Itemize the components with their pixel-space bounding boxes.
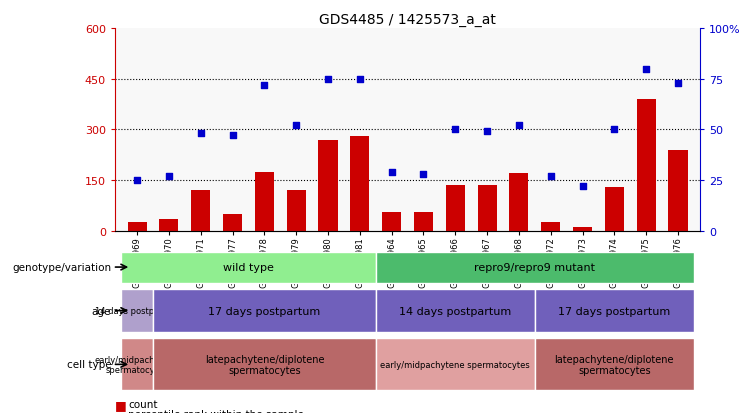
Bar: [191, 191, 210, 231]
Point: [259, 82, 270, 89]
Bar: [350, 137, 369, 231]
Text: count: count: [128, 399, 158, 408]
Bar: [446, 186, 465, 231]
Bar: [255, 172, 274, 231]
Bar: [287, 191, 306, 231]
Text: 14 days postpartum: 14 days postpartum: [95, 306, 179, 315]
Point: [195, 131, 207, 138]
Text: age: age: [92, 306, 111, 316]
Bar: [159, 219, 179, 231]
Title: GDS4485 / 1425573_a_at: GDS4485 / 1425573_a_at: [319, 12, 496, 26]
Bar: [223, 214, 242, 231]
Bar: [414, 213, 433, 231]
Text: ■: ■: [115, 409, 127, 413]
Bar: [668, 150, 688, 231]
Text: wild type: wild type: [223, 262, 274, 273]
Text: latepachytene/diplotene
spermatocytes: latepachytene/diplotene spermatocytes: [554, 354, 674, 375]
Point: [354, 76, 366, 83]
Point: [640, 66, 652, 73]
Point: [672, 80, 684, 87]
Point: [545, 173, 556, 180]
Text: ■: ■: [115, 399, 127, 411]
Point: [417, 171, 429, 178]
Bar: [541, 223, 560, 231]
Point: [131, 177, 143, 184]
Bar: [573, 228, 592, 231]
Text: 17 days postpartum: 17 days postpartum: [558, 306, 671, 316]
Text: repro9/repro9 mutant: repro9/repro9 mutant: [474, 262, 595, 273]
Point: [163, 173, 175, 180]
Bar: [319, 140, 338, 231]
Text: cell type: cell type: [67, 359, 111, 370]
Bar: [477, 186, 496, 231]
Point: [227, 133, 239, 140]
Text: early/midpachytene
spermatocytes: early/midpachytene spermatocytes: [95, 355, 179, 374]
Bar: [637, 100, 656, 231]
Text: 14 days postpartum: 14 days postpartum: [399, 306, 511, 316]
Text: percentile rank within the sample: percentile rank within the sample: [128, 409, 304, 413]
Bar: [382, 213, 401, 231]
Point: [386, 169, 398, 176]
Text: 17 days postpartum: 17 days postpartum: [208, 306, 321, 316]
Bar: [127, 223, 147, 231]
Point: [576, 183, 588, 190]
Point: [449, 127, 461, 133]
Text: latepachytene/diplotene
spermatocytes: latepachytene/diplotene spermatocytes: [205, 354, 324, 375]
Bar: [509, 174, 528, 231]
Bar: [605, 188, 624, 231]
Point: [322, 76, 334, 83]
Point: [290, 123, 302, 129]
Point: [481, 129, 493, 135]
Point: [608, 127, 620, 133]
Text: genotype/variation: genotype/variation: [12, 262, 111, 273]
Point: [513, 123, 525, 129]
Text: early/midpachytene spermatocytes: early/midpachytene spermatocytes: [380, 360, 530, 369]
